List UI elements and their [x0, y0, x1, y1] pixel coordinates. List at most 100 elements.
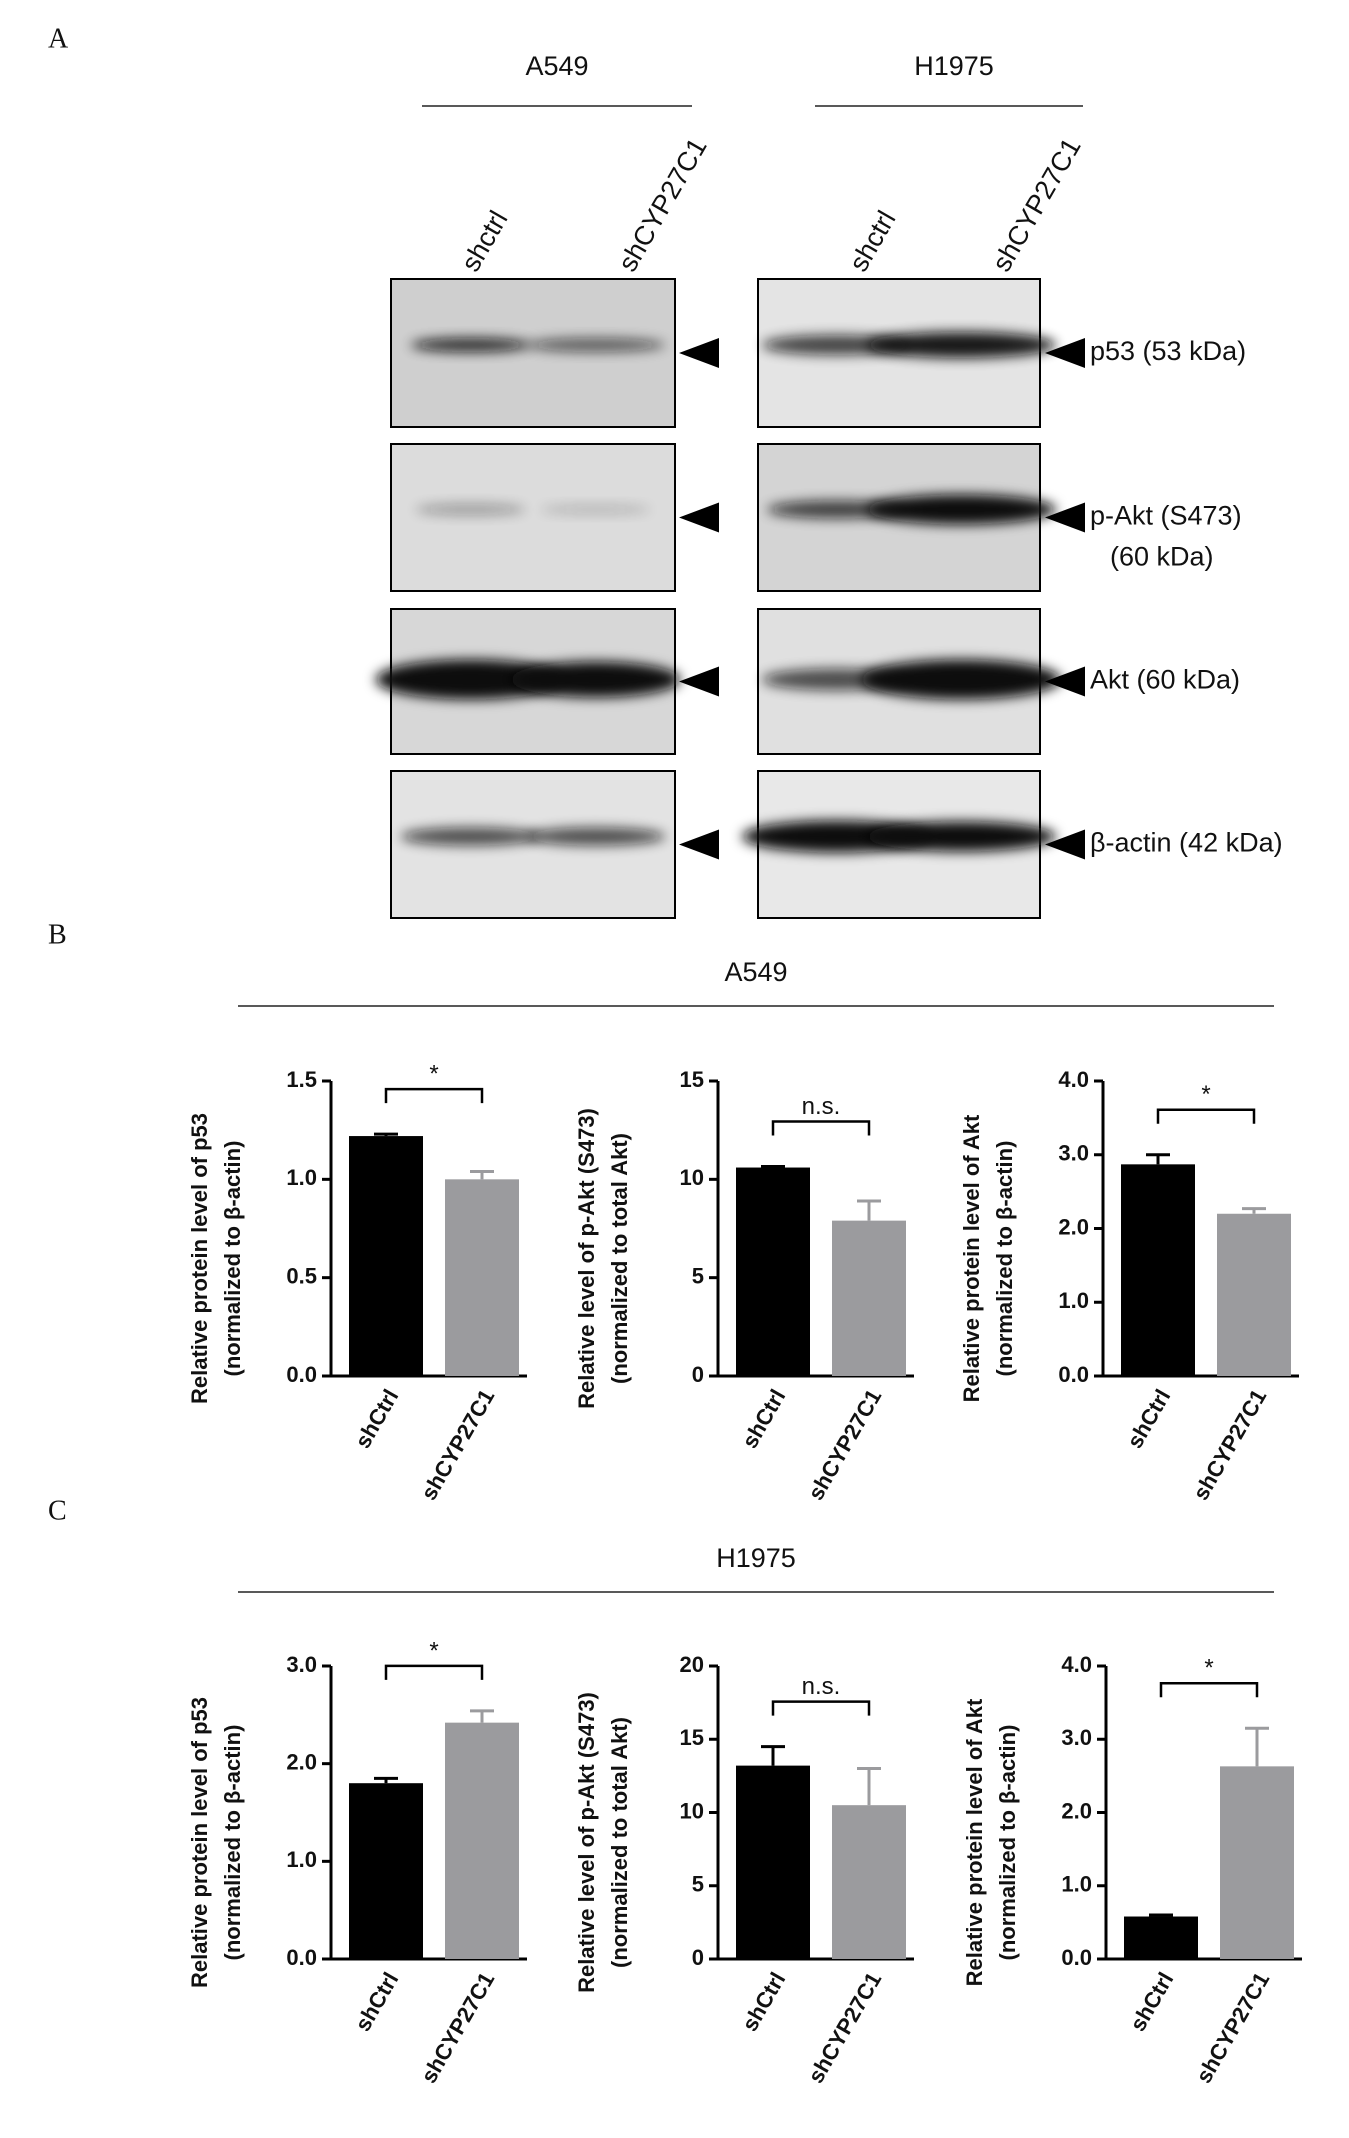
significance-label: *: [1201, 1081, 1210, 1108]
y-tick-label: 10: [680, 1798, 704, 1823]
bar: [1220, 1766, 1294, 1959]
y-tick-label: 4.0: [1058, 1067, 1089, 1092]
y-tick-label: 5: [692, 1263, 704, 1288]
error-bar: [857, 1767, 881, 1806]
error-bar: [761, 1745, 785, 1766]
arrowhead: [1045, 502, 1085, 533]
band: [510, 661, 681, 698]
arrowhead: [679, 829, 719, 860]
significance-bracket: [1159, 1682, 1259, 1698]
y-tick-label: 4.0: [1061, 1652, 1092, 1677]
y-tick-label: 20: [680, 1652, 704, 1677]
significance-bracket: [1156, 1108, 1256, 1124]
error-bar: [1245, 1726, 1269, 1767]
bar: [349, 1136, 423, 1376]
y-tick-label: 2.0: [1058, 1214, 1089, 1239]
significance-bracket: [384, 1664, 484, 1680]
y-axis-label: (normalized to total Akt): [607, 1133, 632, 1384]
y-tick-label: 5: [692, 1872, 704, 1897]
x-tick-label: shCtrl: [737, 1968, 790, 2036]
bar: [445, 1722, 519, 1959]
significance-label: *: [429, 1060, 438, 1087]
y-axis-label: Relative protein level of p53: [187, 1697, 212, 1988]
blot-label: Akt (60 kDa): [1090, 665, 1240, 695]
y-tick-label: 0.0: [286, 1945, 317, 1970]
y-tick-label: 10: [680, 1165, 704, 1190]
band: [866, 821, 1057, 852]
y-tick-label: 0.0: [286, 1362, 317, 1387]
x-tick-label: shCYP27C1: [803, 1385, 886, 1504]
y-tick-label: 0.5: [286, 1263, 317, 1288]
blot-cell-line: H1975: [914, 51, 994, 81]
error-bar: [374, 1132, 398, 1137]
lane-label: shctrl: [843, 206, 901, 277]
bar: [736, 1765, 810, 1959]
arrowhead: [1045, 338, 1085, 368]
y-axis-label: Relative protein level of Akt: [959, 1114, 984, 1402]
blot-panel: [390, 443, 676, 592]
bar: [349, 1783, 423, 1959]
blot-cell-line: A549: [525, 51, 588, 81]
group-title: H1975: [716, 1543, 796, 1573]
error-bar: [857, 1199, 881, 1221]
significance-bracket: [771, 1120, 871, 1136]
x-tick-label: shCtrl: [737, 1385, 790, 1453]
y-tick-label: 0: [692, 1362, 704, 1387]
arrowhead: [1045, 829, 1085, 860]
arrowhead: [1045, 666, 1085, 697]
arrowhead: [679, 502, 719, 533]
y-tick-label: 3.0: [1058, 1141, 1089, 1166]
error-bar: [374, 1776, 398, 1784]
blot-label: (60 kDa): [1110, 542, 1214, 572]
blot-label: p53 (53 kDa): [1090, 336, 1246, 366]
x-tick-label: shCYP27C1: [803, 1968, 886, 2087]
lane-label: shCYP27C1: [986, 133, 1086, 277]
bar: [445, 1179, 519, 1376]
y-tick-label: 0.0: [1061, 1945, 1092, 1970]
error-bar: [1242, 1207, 1266, 1214]
band: [866, 332, 1057, 358]
blot-label: p-Akt (S473): [1090, 501, 1242, 531]
y-axis-label: Relative protein level of p53: [187, 1113, 212, 1404]
panel-letter: A: [48, 23, 69, 54]
band: [866, 494, 1057, 525]
bar: [832, 1805, 906, 1959]
significance-bracket: [384, 1087, 484, 1104]
y-tick-label: 2.0: [1061, 1798, 1092, 1823]
bar: [1121, 1164, 1195, 1376]
band: [861, 659, 1062, 700]
significance-label: *: [1204, 1655, 1213, 1682]
y-tick-label: 1.5: [286, 1067, 317, 1092]
bar: [1217, 1213, 1291, 1376]
band: [400, 827, 541, 846]
y-tick-label: 1.0: [286, 1847, 317, 1872]
x-tick-label: shCtrl: [1122, 1385, 1175, 1453]
error-bar: [470, 1169, 494, 1180]
y-tick-label: 3.0: [1061, 1725, 1092, 1750]
y-axis-label: (normalized to β-actin): [992, 1141, 1017, 1377]
error-bar: [761, 1165, 785, 1169]
y-axis-label: (normalized to β-actin): [995, 1725, 1020, 1961]
band: [525, 827, 666, 846]
x-tick-label: shCYP27C1: [1191, 1968, 1274, 2087]
y-tick-label: 3.0: [286, 1652, 317, 1677]
y-axis-label: Relative protein level of Akt: [962, 1698, 987, 1986]
band: [540, 504, 651, 515]
bar: [832, 1220, 906, 1376]
x-tick-label: shCYP27C1: [1188, 1385, 1271, 1504]
x-tick-label: shCtrl: [1125, 1968, 1178, 2036]
y-axis-label: (normalized to β-actin): [220, 1141, 245, 1377]
y-tick-label: 1.0: [286, 1165, 317, 1190]
significance-label: n.s.: [802, 1093, 841, 1120]
error-bar: [1146, 1153, 1170, 1165]
x-tick-label: shCtrl: [350, 1968, 403, 2036]
y-axis-label: (normalized to β-actin): [220, 1725, 245, 1961]
arrowhead: [679, 666, 719, 697]
band: [415, 503, 526, 516]
significance-label: n.s.: [802, 1673, 841, 1700]
y-tick-label: 15: [680, 1725, 704, 1750]
y-tick-label: 2.0: [286, 1749, 317, 1774]
panel-letter: C: [48, 1495, 67, 1526]
